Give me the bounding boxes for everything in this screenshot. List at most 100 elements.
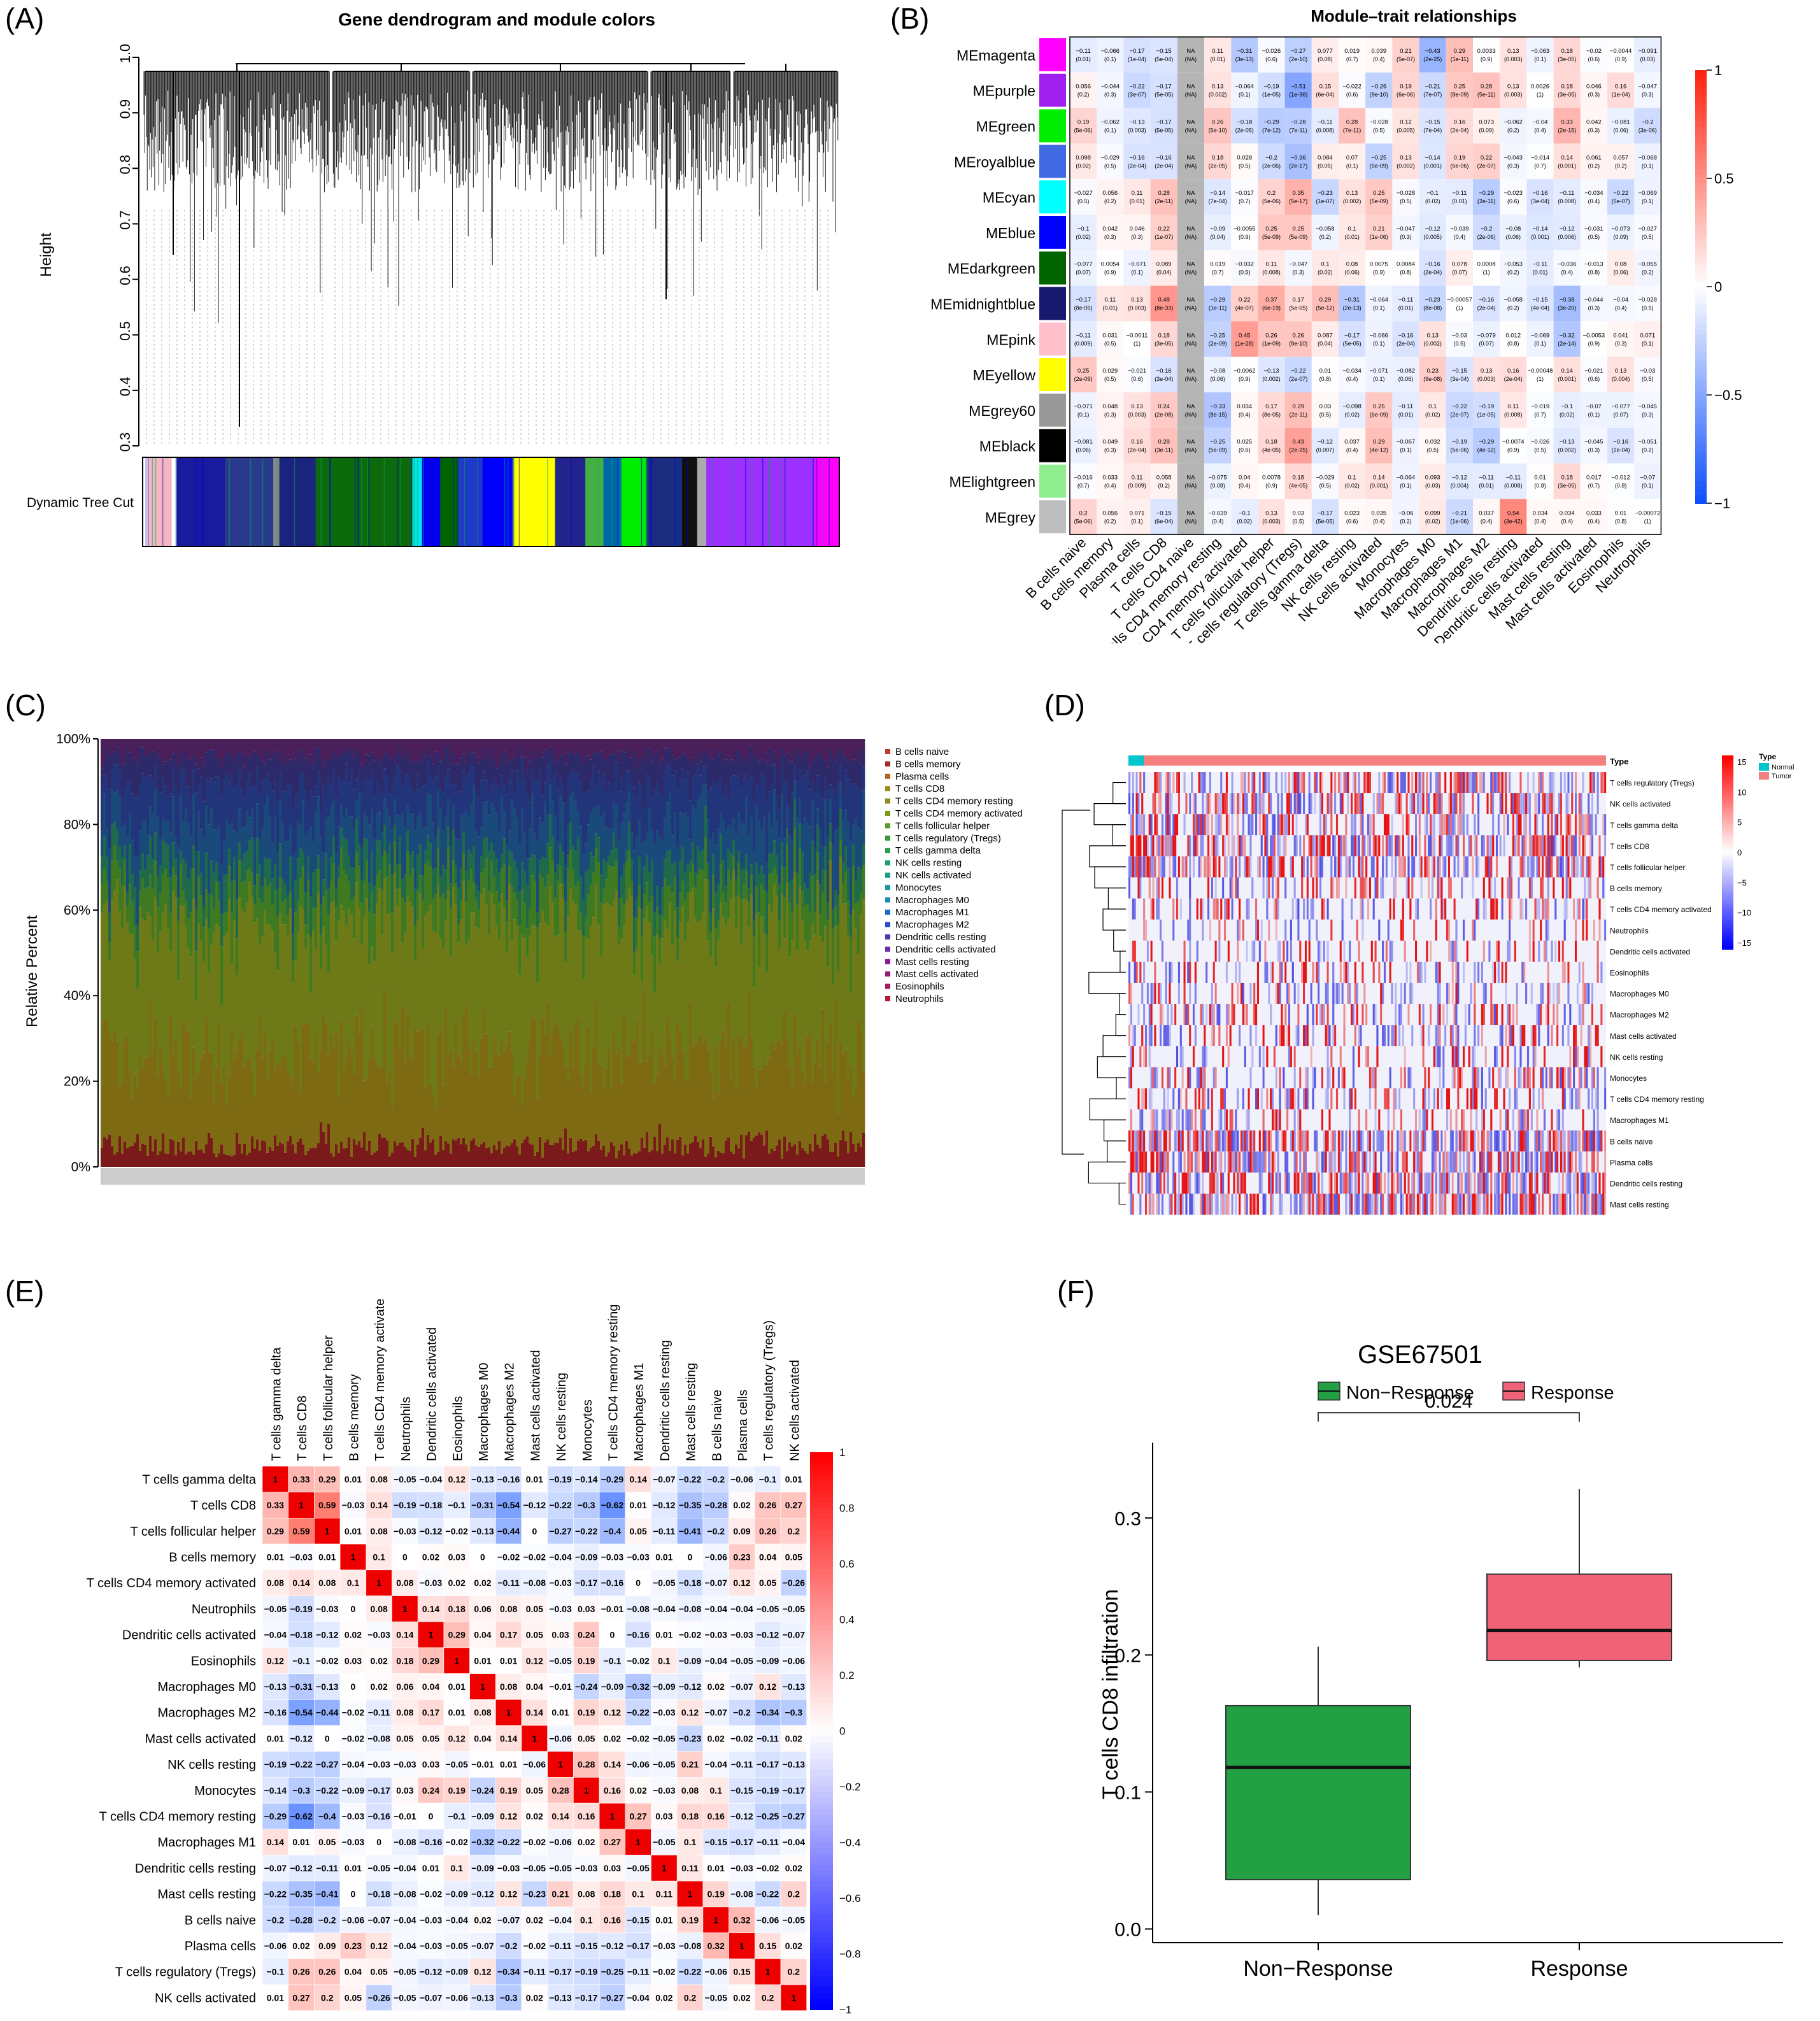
panel-c-bar-segment — [116, 739, 119, 748]
panel-c-bar-segment — [243, 1067, 246, 1144]
panel-b-cell — [1526, 37, 1554, 73]
panel-c-legend-swatch — [885, 922, 890, 927]
panel-c-bar-segment — [248, 840, 252, 868]
panel-b-cell-p: (0.2) — [1507, 269, 1519, 276]
panel-b-cell-r: −0.066 — [1101, 48, 1120, 55]
panel-c-bar-segment — [674, 1153, 677, 1167]
panel-c-bar-segment — [422, 875, 425, 901]
panel-c-bar-segment — [551, 1145, 555, 1167]
panel-b-cell-r: 0.11 — [1132, 190, 1143, 197]
panel-c-bar-segment — [274, 739, 277, 752]
panel-b-cell-p: (0.002) — [1343, 198, 1361, 204]
panel-a-module-stripe — [276, 457, 278, 546]
panel-c-bar-segment — [281, 1059, 285, 1145]
panel-b-cell — [1473, 108, 1500, 144]
panel-c-bar-segment — [457, 763, 460, 795]
panel-b-cell-r: 0.04 — [1239, 475, 1251, 482]
panel-c-bar-segment — [773, 867, 776, 885]
panel-b-cell-r: 0.1 — [1347, 475, 1356, 482]
panel-c-bar-segment — [368, 1060, 371, 1141]
panel-c-bar-segment — [804, 941, 807, 1084]
panel-b-legend-label: 0 — [1714, 279, 1722, 295]
panel-b-cell-p: (0.003) — [1504, 92, 1523, 98]
panel-c-bar-segment — [386, 751, 389, 776]
panel-c-bar-segment — [676, 938, 679, 962]
panel-c-bar-segment — [103, 869, 106, 905]
panel-b-cell — [1284, 285, 1312, 322]
panel-c-bar-segment — [231, 739, 234, 757]
panel-c-bar-segment — [248, 817, 252, 841]
panel-c-bar-segment — [383, 739, 387, 754]
panel-c-bar-segment — [315, 1034, 318, 1148]
panel-b-cell-r: −0.0053 — [1583, 332, 1605, 339]
panel-c-bar-segment — [264, 1030, 267, 1141]
panel-b-cell — [1339, 392, 1366, 428]
panel-a-module-block — [555, 457, 586, 546]
panel-c-bar-segment — [162, 818, 165, 840]
panel-c-bar-segment — [620, 778, 623, 823]
panel-c-legend-swatch — [885, 873, 890, 878]
panel-c-bar-segment — [501, 853, 504, 869]
panel-c-bar-segment — [284, 1055, 287, 1153]
panel-c-bar-segment — [839, 764, 842, 784]
panel-c-bar-segment — [577, 930, 580, 1018]
panel-b-cell-r: −0.17 — [1344, 332, 1360, 339]
panel-b-cell-p: (0.02) — [1344, 483, 1360, 489]
panel-b-module-label: MEgrey — [985, 509, 1036, 525]
panel-b-cell-r: −0.19 — [1479, 403, 1494, 410]
panel-b-cell — [1553, 179, 1581, 215]
panel-c-bar-segment — [671, 755, 674, 776]
panel-c-bar-segment — [335, 940, 338, 1032]
panel-c-bar-segment — [205, 852, 208, 890]
panel-c-bar-segment — [213, 909, 216, 933]
panel-c-bar-segment — [192, 739, 196, 756]
panel-c-bar-segment — [816, 852, 820, 881]
panel-b-cell-p: (0.5) — [1642, 305, 1654, 311]
panel-c-bar-segment — [141, 1143, 145, 1167]
panel-c-bar-segment — [154, 764, 157, 790]
panel-c-bar-segment — [320, 757, 323, 813]
panel-c-bar-segment — [518, 975, 522, 1075]
panel-c-bar-segment — [427, 739, 430, 747]
panel-c-bar-segment — [689, 1002, 692, 1144]
panel-c-bar-segment — [791, 1146, 794, 1167]
panel-d-cell — [1231, 772, 1233, 794]
panel-c-bar-segment — [139, 907, 142, 1055]
panel-c-bar-segment — [597, 771, 601, 806]
panel-b-cell-r: 0.03 — [1292, 510, 1304, 517]
panel-b-cell-p: (0.02) — [1318, 269, 1333, 276]
panel-d-cell — [1135, 772, 1138, 794]
panel-c-bar-segment — [653, 936, 657, 992]
panel-c-bar-segment — [149, 1136, 152, 1167]
panel-c-bar-segment — [297, 1141, 300, 1167]
panel-c-bar-segment — [707, 940, 710, 1050]
panel-c-bar-segment — [348, 855, 351, 882]
panel-b-cell — [1097, 321, 1124, 357]
panel-c-bar-segment — [495, 891, 499, 925]
panel-c-bar-segment — [108, 961, 111, 1034]
panel-c-bar-segment — [503, 784, 506, 812]
panel-c-bar-segment — [355, 739, 359, 750]
panel-c-bar-segment — [200, 941, 203, 1060]
panel-d-cell — [1352, 772, 1355, 794]
panel-c-bar-segment — [577, 772, 580, 811]
panel-b-cell — [1097, 357, 1124, 392]
panel-b-cell-r: 0.23 — [1426, 368, 1439, 375]
panel-c-bar-segment — [457, 739, 460, 764]
panel-c-bar-segment — [521, 1143, 524, 1167]
panel-b-cell-r: 0.084 — [1318, 154, 1333, 161]
panel-c-bar-segment — [529, 739, 532, 762]
panel-c-bar-segment — [579, 757, 583, 783]
panel-b-cell-r: −0.28 — [1291, 119, 1306, 126]
panel-c-bar-segment — [274, 751, 277, 781]
panel-c-bar-segment — [554, 761, 557, 773]
panel-c-bar-segment — [185, 739, 188, 751]
panel-c-bar-segment — [187, 948, 190, 1032]
panel-c-bar-segment — [174, 789, 178, 838]
panel-c-bar-segment — [567, 1080, 570, 1154]
panel-c-bar-segment — [167, 1097, 170, 1155]
panel-b-cell-r: 0.019 — [1344, 48, 1360, 55]
panel-c-bar-segment — [755, 913, 758, 1087]
panel-b-cell-r: −0.09 — [1210, 225, 1225, 232]
panel-c-bar-segment — [760, 866, 764, 884]
